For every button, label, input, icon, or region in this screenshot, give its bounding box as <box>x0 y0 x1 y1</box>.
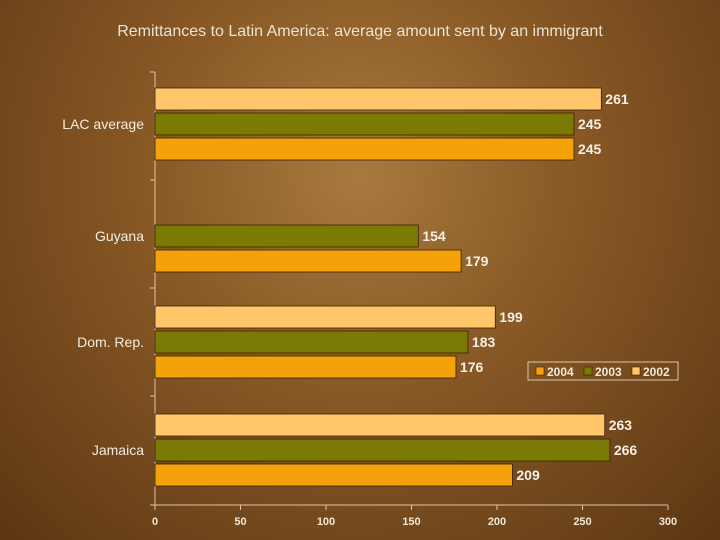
bar-jamaica-2004 <box>154 463 513 487</box>
x-tick-label-0: 0 <box>152 516 158 528</box>
data-label-jamaica-2004: 209 <box>516 467 540 483</box>
legend-label-2004: 2004 <box>547 365 574 379</box>
bar-lac-average-2004 <box>154 137 575 161</box>
legend-swatch-2004 <box>535 366 545 376</box>
chart-title: Remittances to Latin America: average am… <box>117 23 603 40</box>
bar-lac-average-2002 <box>154 87 602 111</box>
bar-guyana-2004 <box>154 249 462 273</box>
x-tick-label-250: 250 <box>573 516 591 528</box>
category-label-jamaica: Jamaica <box>92 442 144 458</box>
category-label-guyana: Guyana <box>95 228 144 244</box>
data-label-dom-rep-2004: 176 <box>460 359 484 375</box>
legend-box <box>527 361 679 381</box>
x-tick-label-200: 200 <box>488 516 506 528</box>
legend-label-2003: 2003 <box>595 365 622 379</box>
legend-swatch-2002 <box>631 366 641 376</box>
bar-dom-rep-2003 <box>154 330 469 354</box>
bar-jamaica-2003 <box>154 438 611 462</box>
data-label-lac-average-2004: 245 <box>578 141 602 157</box>
x-tick-label-300: 300 <box>659 516 677 528</box>
bar-dom-rep-2004 <box>154 355 457 379</box>
data-label-dom-rep-2002: 199 <box>499 309 523 325</box>
data-label-jamaica-2002: 263 <box>609 417 633 433</box>
legend-swatch-2003 <box>583 366 593 376</box>
x-tick-label-150: 150 <box>402 516 420 528</box>
bar-dom-rep-2002 <box>154 305 496 329</box>
data-label-dom-rep-2003: 183 <box>472 334 496 350</box>
data-label-lac-average-2003: 245 <box>578 116 602 132</box>
data-label-jamaica-2003: 266 <box>614 442 638 458</box>
data-label-lac-average-2002: 261 <box>605 91 629 107</box>
category-label-lac-average: LAC average <box>62 116 144 132</box>
bar-lac-average-2003 <box>154 112 575 136</box>
data-label-guyana-2004: 179 <box>465 253 489 269</box>
x-tick-label-50: 50 <box>234 516 246 528</box>
bar-guyana-2003 <box>154 224 419 248</box>
category-label-dom-rep: Dom. Rep. <box>77 334 144 350</box>
data-label-guyana-2003: 154 <box>422 228 446 244</box>
bar-jamaica-2002 <box>154 413 606 437</box>
legend-label-2002: 2002 <box>643 365 670 379</box>
x-tick-label-100: 100 <box>317 516 335 528</box>
